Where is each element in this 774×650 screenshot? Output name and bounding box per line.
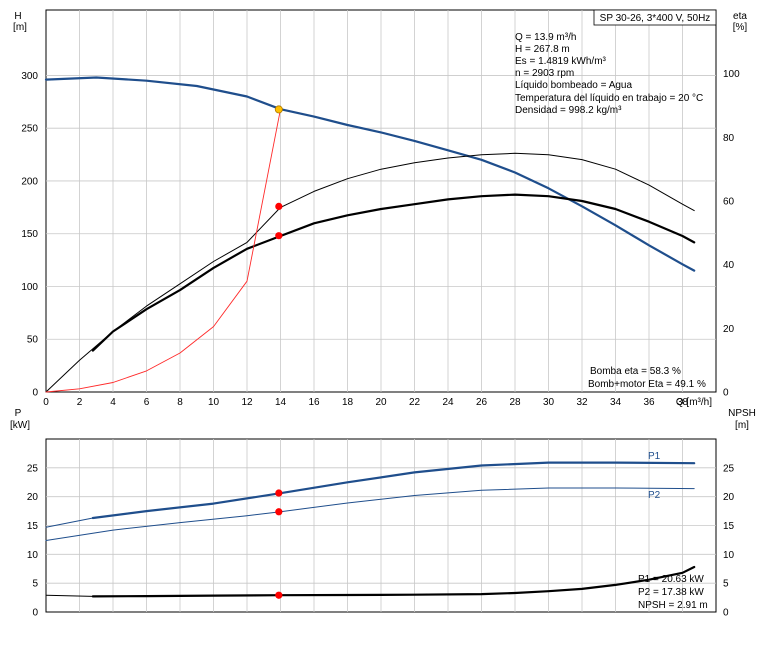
right-y-tick-label: 40 <box>723 260 735 271</box>
right-y-tick-label: 10 <box>723 550 735 561</box>
lower-right-axis-name: NPSH <box>728 408 756 419</box>
x-tick-label: 36 <box>643 397 655 408</box>
right-y-tick-label: 0 <box>723 608 729 619</box>
left-y-tick-label: 15 <box>27 521 39 532</box>
x-tick-label: 10 <box>208 397 220 408</box>
x-tick-label: 22 <box>409 397 421 408</box>
lower-series-line-1 <box>45 517 94 528</box>
left-y-tick-label: 300 <box>21 71 38 82</box>
upper-left-axis-name: H <box>14 11 21 22</box>
x-tick-label: 20 <box>375 397 387 408</box>
right-y-tick-label: 100 <box>723 69 740 80</box>
duty-point-marker <box>275 591 283 599</box>
p2-value-label: P2 = 17.38 kW <box>638 587 704 598</box>
lower-series-line-4 <box>45 594 94 597</box>
x-tick-label: 26 <box>476 397 488 408</box>
lower-series-line-2 <box>45 487 695 541</box>
x-tick-label: 30 <box>543 397 555 408</box>
upper-left-axis-unit: [m] <box>13 22 27 33</box>
info-es: Es = 1.4819 kWh/m³ <box>515 56 607 67</box>
x-axis-label: Q [m³/h] <box>676 397 712 408</box>
info-q: Q = 13.9 m³/h <box>515 32 576 43</box>
left-y-tick-label: 10 <box>27 550 39 561</box>
x-tick-label: 14 <box>275 397 287 408</box>
right-y-tick-label: 60 <box>723 197 735 208</box>
upper-right-axis-name: eta <box>733 11 747 22</box>
pump-eta-label: Bomba eta = 58.3 % <box>590 366 681 377</box>
duty-point-marker <box>275 232 283 240</box>
power-npsh-panel: 0 5 10 15 20 25 0 5 10 15 20 25 P [kW] NPSH [m] P1… <box>10 408 756 619</box>
x-tick-label: 18 <box>342 397 354 408</box>
left-y-tick-label: 0 <box>32 608 38 619</box>
left-y-tick-label: 50 <box>27 335 39 346</box>
lower-left-axis-unit: [kW] <box>10 420 30 431</box>
right-y-tick-label: 0 <box>723 388 729 399</box>
upper-series-line-2 <box>91 193 696 352</box>
left-y-tick-label: 100 <box>21 282 38 293</box>
right-y-tick-label: 20 <box>723 492 735 503</box>
chart-title: SP 30-26, 3*400 V, 50Hz <box>600 13 711 24</box>
npsh-value-label: NPSH = 2.91 m <box>638 600 708 611</box>
right-y-tick-label: 20 <box>723 324 735 335</box>
title-box <box>593 9 717 26</box>
x-tick-label: 34 <box>610 397 622 408</box>
upper-series-line-3 <box>45 108 281 393</box>
info-temperature: Temperatura del líquido en trabajo = 20 … <box>515 93 703 104</box>
p1-series-label: P1 <box>648 451 661 462</box>
x-tick-label: 8 <box>177 397 183 408</box>
x-tick-label: 12 <box>241 397 253 408</box>
x-tick-label: 38 <box>677 397 689 408</box>
upper-series-line-1 <box>45 152 695 393</box>
left-y-tick-label: 5 <box>32 579 38 590</box>
lower-series-line-3 <box>91 565 696 598</box>
head-efficiency-panel: 0 2 4 6 8 10 12 14 16 18 20 22 24 26 28 30 32 34 36 38 0501… <box>13 9 748 408</box>
right-y-tick-label: 5 <box>723 579 729 590</box>
duty-point-marker <box>275 202 283 211</box>
info-h: H = 267.8 m <box>515 44 570 55</box>
right-y-tick-label: 15 <box>723 521 735 532</box>
left-y-tick-label: 150 <box>21 229 38 240</box>
lower-right-axis-unit: [m] <box>735 420 749 431</box>
p2-series-label: P2 <box>648 490 661 501</box>
left-y-tick-label: 200 <box>21 176 38 187</box>
right-y-tick-label: 80 <box>723 133 735 144</box>
info-density: Densidad = 998.2 kg/m³ <box>515 105 622 116</box>
upper-right-axis-unit: [%] <box>733 22 748 33</box>
operating-point-info: Q = 13.9 m³/h H = 267.8 m Es = 1.4819 kW… <box>515 32 703 116</box>
left-y-tick-label: 20 <box>27 492 39 503</box>
duty-point-marker <box>274 105 283 114</box>
left-y-tick-label: 250 <box>21 124 38 135</box>
x-tick-label: 0 <box>43 397 49 408</box>
info-liquid: Líquido bombeado = Agua <box>515 80 632 91</box>
x-tick-label: 24 <box>442 397 454 408</box>
x-tick-label: 28 <box>509 397 521 408</box>
lower-left-axis-name: P <box>15 408 22 419</box>
left-y-tick-label: 0 <box>32 388 38 399</box>
info-n: n = 2903 rpm <box>515 68 574 79</box>
lower-series-line-0 <box>91 461 696 520</box>
x-tick-label: 2 <box>77 397 83 408</box>
duty-point-marker <box>275 489 283 497</box>
x-tick-label: 6 <box>144 397 150 408</box>
p1-value-label: P1 = 20.63 kW <box>638 574 704 585</box>
upper-series-line-0 <box>44 76 696 272</box>
left-y-tick-label: 25 <box>27 463 39 474</box>
x-tick-label: 16 <box>308 397 320 408</box>
right-y-tick-label: 25 <box>723 463 735 474</box>
pump-motor-eta-label: Bomb+motor Eta = 49.1 % <box>588 379 706 390</box>
duty-point-marker <box>275 508 283 516</box>
x-tick-label: 32 <box>576 397 588 408</box>
x-tick-label: 4 <box>110 397 116 408</box>
